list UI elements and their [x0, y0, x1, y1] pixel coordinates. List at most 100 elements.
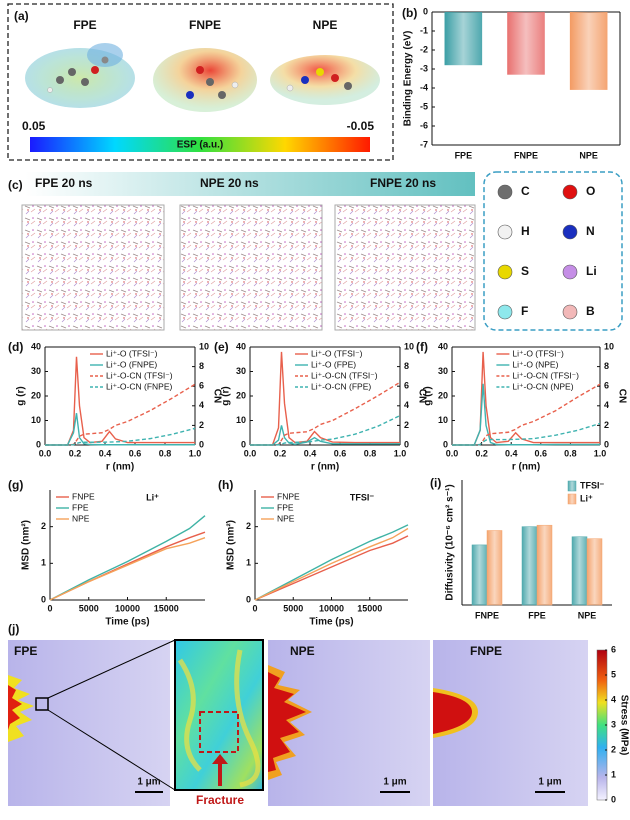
colorbar-tick-label: 0 [611, 794, 616, 804]
x-tick-label: FPE [528, 610, 546, 620]
panel-label: (f) [416, 340, 428, 354]
panel-label: (e) [214, 340, 229, 354]
bar [586, 538, 603, 606]
series-line [45, 427, 196, 446]
y2-axis-label: CN [211, 389, 222, 403]
series-line [452, 383, 600, 446]
snapshot-label: FNPE 20 ns [370, 176, 436, 190]
series-line [250, 425, 400, 446]
panel-label: (i) [430, 476, 441, 490]
series-line [250, 351, 400, 446]
panel-label: (b) [402, 6, 417, 20]
y2-axis-label: CN [416, 389, 427, 403]
legend-label: Li⁺-O (FPE) [311, 359, 356, 369]
y-tick-label: 40 [31, 341, 41, 351]
y2-tick-label: 10 [604, 341, 614, 351]
y-tick-label: -5 [420, 101, 428, 111]
x-tick-label: 1.0 [594, 448, 607, 458]
annotation: TFSI⁻ [350, 492, 374, 502]
x-tick-label: 15000 [154, 603, 179, 613]
legend-label: Li⁺-O-CN (TFSI⁻) [512, 370, 579, 380]
x-tick-label: 0.2 [475, 448, 488, 458]
y2-tick-label: 10 [199, 341, 209, 351]
x-tick-label: 0.4 [304, 448, 317, 458]
atom-swatch [562, 224, 578, 240]
y-tick-label: 0 [241, 439, 246, 449]
panel-label: (c) [8, 178, 23, 192]
y2-axis-label: CN [616, 389, 627, 403]
legend-label: Li⁺-O (TFSI⁻) [512, 348, 564, 358]
panel-label: (g) [8, 478, 23, 492]
y-axis-label: MSD (nm²) [21, 520, 32, 570]
y-tick-label: -1 [420, 25, 428, 35]
x-axis-label: r (nm) [311, 462, 339, 473]
series-line [254, 535, 409, 601]
atom-legend: C O H N S Li F B [497, 184, 597, 320]
bar [507, 12, 545, 75]
series-line [250, 381, 401, 446]
y-tick-label: 40 [438, 341, 448, 351]
atom-label: S [521, 264, 529, 278]
y-tick-label: -7 [420, 139, 428, 149]
x-tick-label: 0.8 [564, 448, 577, 458]
y-tick-label: 0 [443, 439, 448, 449]
y2-tick-label: 6 [404, 381, 409, 391]
y-tick-label: 0 [246, 594, 251, 604]
panel-label: (a) [14, 9, 29, 23]
y2-tick-label: 6 [199, 381, 204, 391]
x-tick-label: 0 [252, 603, 257, 613]
series-line [49, 531, 206, 601]
y-axis-label: g (r) [16, 386, 27, 405]
legend-label: Li⁺-O-CN (FNPE) [106, 381, 173, 391]
panel-label: (d) [8, 340, 23, 354]
y-tick-label: 2 [41, 521, 46, 531]
x-tick-label: NPE [578, 610, 597, 620]
x-tick-label: 0.6 [129, 448, 142, 458]
y-axis-label: g (r) [221, 386, 232, 405]
x-tick-label: 10000 [115, 603, 140, 613]
x-tick-label: 0.0 [39, 448, 52, 458]
atom-label: H [521, 224, 530, 238]
x-tick-label: FPE [455, 150, 473, 160]
map-label: FPE [14, 644, 37, 658]
bar [569, 12, 608, 90]
y2-tick-label: 4 [199, 400, 204, 410]
stress-map [433, 640, 588, 806]
x-tick-label: FNPE [514, 150, 538, 160]
md-snapshot [21, 204, 476, 331]
atom-label: O [586, 184, 595, 198]
x-tick-label: 0.6 [535, 448, 548, 458]
y-axis-label: MSD (nm²) [226, 520, 237, 570]
map-label: NPE [290, 644, 315, 658]
x-tick-label: 0 [47, 603, 52, 613]
y-tick-label: -4 [420, 82, 428, 92]
scale-bar-label: 1 μm [383, 777, 406, 788]
x-tick-label: FNPE [475, 610, 499, 620]
y2-tick-label: 0 [404, 439, 409, 449]
banner [25, 172, 475, 196]
bar [471, 544, 488, 606]
y-tick-label: -3 [420, 63, 428, 73]
y-tick-label: 30 [438, 366, 448, 376]
colorbar-title: ESP (a.u.) [177, 140, 224, 151]
x-tick-label: 10000 [319, 603, 344, 613]
x-tick-label: 5000 [283, 603, 303, 613]
zoom-map [174, 639, 264, 791]
annotation: Li⁺ [146, 492, 159, 502]
y2-tick-label: 2 [199, 420, 204, 430]
series-line [250, 414, 401, 446]
atom-swatch [562, 264, 578, 280]
colorbar-label: 0.05 [22, 119, 46, 133]
x-tick-label: 0.6 [334, 448, 347, 458]
bar [571, 536, 588, 606]
snapshot-label: FPE 20 ns [35, 176, 93, 190]
x-tick-label: NPE [579, 150, 598, 160]
colorbar-tick-label: 6 [611, 644, 616, 654]
snapshot-label: NPE 20 ns [200, 176, 259, 190]
legend-label: FNPE [277, 491, 300, 501]
y-axis-label: Diffusivity (10⁻⁶ cm² s⁻¹) [445, 484, 456, 600]
x-tick-label: 0.8 [364, 448, 377, 458]
y-tick-label: 10 [236, 415, 246, 425]
legend-label: FNPE [72, 491, 95, 501]
